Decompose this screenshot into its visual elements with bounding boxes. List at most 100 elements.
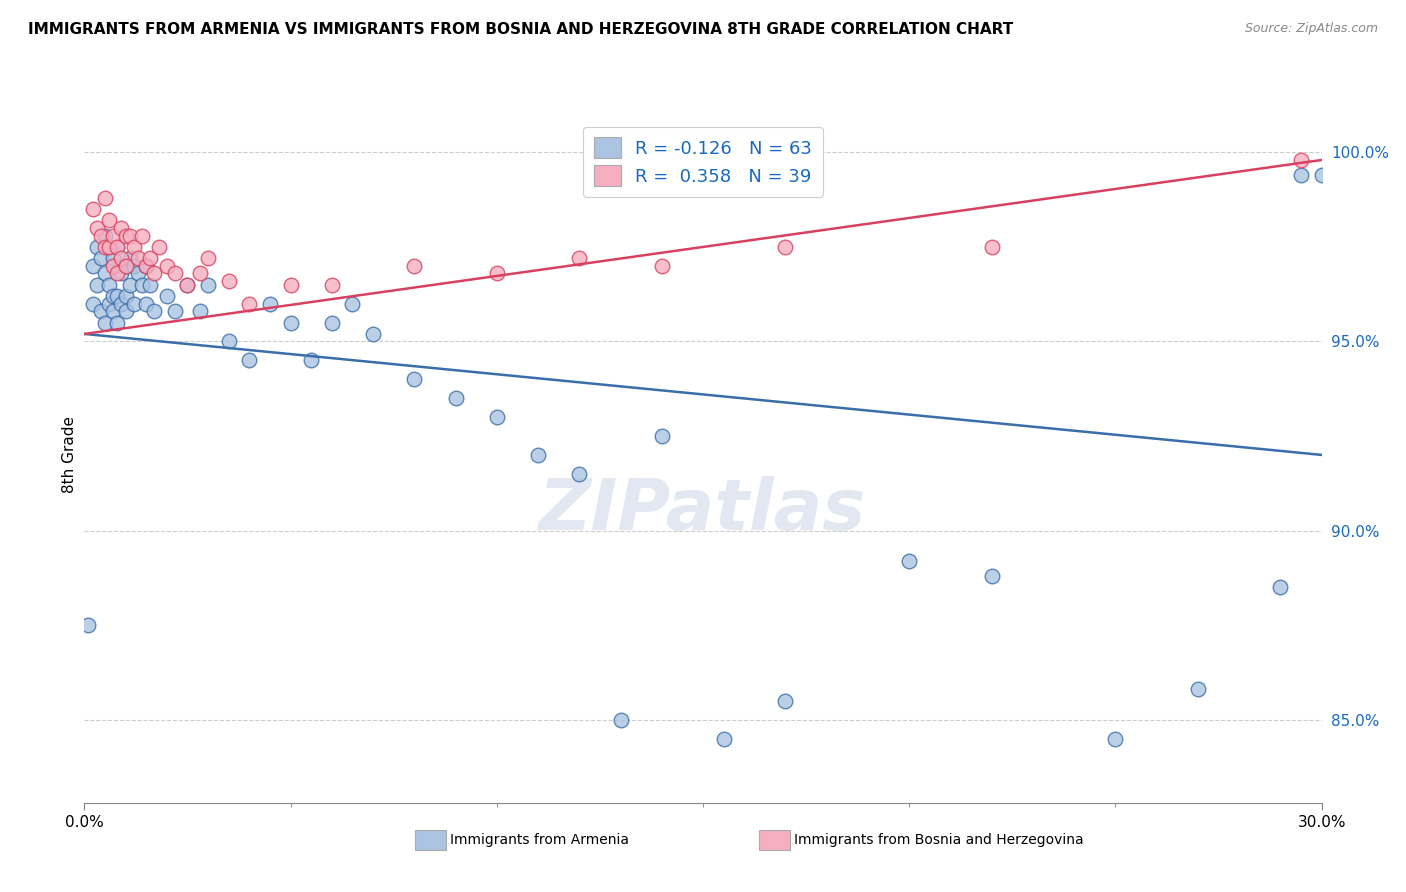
Point	[118, 252, 141, 266]
Point	[114, 228, 136, 243]
Point	[280, 277, 302, 292]
Point	[980, 240, 1002, 254]
Point	[176, 277, 198, 292]
Text: Immigrants from Bosnia and Herzegovina: Immigrants from Bosnia and Herzegovina	[794, 833, 1084, 847]
Point	[775, 694, 797, 708]
Point	[321, 316, 343, 330]
Legend: R = -0.126   N = 63, R =  0.358   N = 39: R = -0.126 N = 63, R = 0.358 N = 39	[583, 127, 823, 197]
Point	[143, 304, 166, 318]
Point	[165, 304, 187, 318]
Point	[188, 304, 211, 318]
Text: ZIPatlas: ZIPatlas	[540, 476, 866, 545]
Point	[98, 277, 121, 292]
Point	[197, 277, 219, 292]
Point	[259, 296, 281, 310]
Point	[165, 267, 187, 281]
Text: IMMIGRANTS FROM ARMENIA VS IMMIGRANTS FROM BOSNIA AND HERZEGOVINA 8TH GRADE CORR: IMMIGRANTS FROM ARMENIA VS IMMIGRANTS FR…	[28, 22, 1014, 37]
Point	[90, 252, 112, 266]
Point	[105, 267, 128, 281]
Point	[103, 289, 125, 303]
Point	[94, 228, 117, 243]
Point	[110, 267, 132, 281]
Point	[1289, 153, 1312, 167]
Point	[86, 221, 108, 235]
Point	[131, 228, 153, 243]
Point	[238, 296, 260, 310]
Point	[103, 228, 125, 243]
Point	[135, 259, 157, 273]
Point	[898, 554, 921, 568]
Point	[103, 252, 125, 266]
Point	[103, 304, 125, 318]
Point	[118, 228, 141, 243]
Point	[122, 259, 145, 273]
Point	[1104, 731, 1126, 746]
Point	[143, 267, 166, 281]
Point	[94, 240, 117, 254]
Point	[127, 267, 149, 281]
Point	[86, 240, 108, 254]
Point	[197, 252, 219, 266]
Point	[114, 259, 136, 273]
Point	[118, 277, 141, 292]
Point	[404, 372, 426, 386]
Point	[94, 191, 117, 205]
Point	[404, 259, 426, 273]
Point	[775, 240, 797, 254]
Point	[299, 353, 322, 368]
Point	[90, 304, 112, 318]
Point	[105, 240, 128, 254]
Point	[176, 277, 198, 292]
Point	[82, 202, 104, 216]
Point	[122, 240, 145, 254]
Point	[110, 221, 132, 235]
Point	[77, 618, 100, 632]
Point	[156, 289, 179, 303]
Text: Source: ZipAtlas.com: Source: ZipAtlas.com	[1244, 22, 1378, 36]
Point	[82, 296, 104, 310]
Point	[485, 267, 508, 281]
Point	[280, 316, 302, 330]
Point	[218, 274, 240, 288]
Point	[98, 240, 121, 254]
Point	[105, 289, 128, 303]
Point	[342, 296, 364, 310]
Point	[105, 240, 128, 254]
Point	[156, 259, 179, 273]
Point	[139, 252, 162, 266]
Point	[98, 240, 121, 254]
Point	[110, 252, 132, 266]
Y-axis label: 8th Grade: 8th Grade	[62, 417, 77, 493]
Point	[1270, 580, 1292, 594]
Point	[1310, 168, 1333, 182]
Point	[527, 448, 550, 462]
Point	[94, 316, 117, 330]
Point	[609, 713, 631, 727]
Point	[94, 267, 117, 281]
Point	[127, 252, 149, 266]
Point	[135, 296, 157, 310]
Point	[110, 296, 132, 310]
Point	[82, 259, 104, 273]
Point	[188, 267, 211, 281]
Point	[148, 240, 170, 254]
Point	[114, 289, 136, 303]
Point	[321, 277, 343, 292]
Point	[568, 467, 591, 481]
Point	[713, 731, 735, 746]
Point	[135, 259, 157, 273]
Point	[651, 429, 673, 443]
Point	[90, 228, 112, 243]
Point	[98, 296, 121, 310]
Point	[1289, 168, 1312, 182]
Point	[568, 252, 591, 266]
Point	[131, 277, 153, 292]
Point	[444, 391, 467, 405]
Point	[1187, 682, 1209, 697]
Point	[122, 296, 145, 310]
Point	[651, 259, 673, 273]
Point	[114, 304, 136, 318]
Point	[218, 334, 240, 349]
Point	[103, 259, 125, 273]
Point	[485, 410, 508, 425]
